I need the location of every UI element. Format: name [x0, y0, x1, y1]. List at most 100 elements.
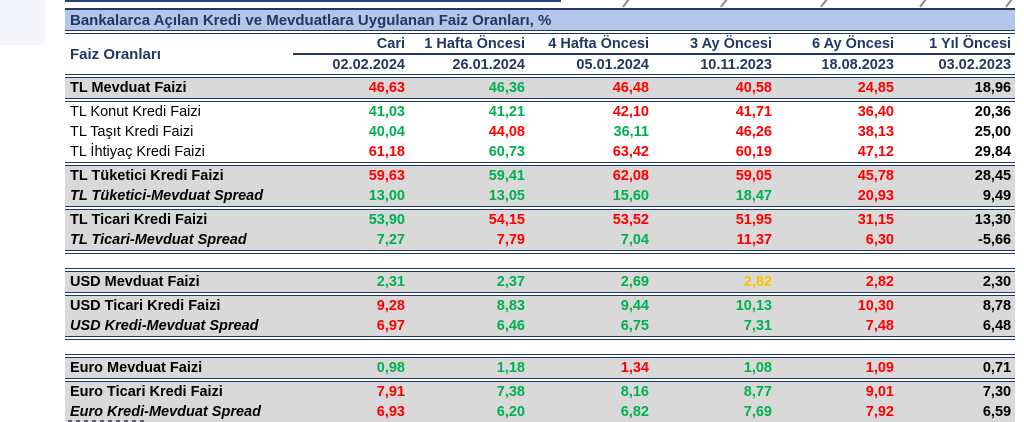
row-label: TL Ticari Kredi Faizi	[65, 208, 293, 230]
column-date-6-ay: 18.08.2023	[776, 54, 898, 78]
column-header-cari: Cari	[293, 32, 409, 55]
row-label: TL Tüketici-Mevduat Spread	[65, 186, 293, 210]
rate-cell: 20,93	[776, 186, 898, 210]
rate-cell: 8,78	[898, 294, 1016, 316]
rate-cell: 7,69	[653, 402, 776, 422]
rate-cell: 36,11	[529, 122, 653, 142]
cropped-tick-icon	[919, 0, 927, 8]
column-date-1-yil: 03.02.2023	[898, 54, 1016, 78]
rate-cell: 7,91	[293, 380, 409, 402]
rate-cell: 2,31	[293, 268, 409, 296]
cropped-tick-icon	[820, 0, 828, 8]
rate-cell: 60,19	[653, 142, 776, 166]
rate-cell: 42,10	[529, 100, 653, 122]
rate-cell: 18,96	[898, 76, 1016, 102]
rate-cell: 2,69	[529, 268, 653, 296]
table-row: TL Tüketici Kredi Faizi 59,63 59,41 62,08 59…	[65, 164, 1016, 186]
rate-cell: 0,71	[898, 354, 1016, 382]
table-row: TL Ticari Kredi Faizi 53,90 54,15 53,52 51,9…	[65, 208, 1016, 230]
table-row: TL Ticari-Mevduat Spread 7,27 7,79 7,04 11,3…	[65, 230, 1016, 254]
rate-cell: 1,34	[529, 354, 653, 382]
rate-cell: 41,71	[653, 100, 776, 122]
rate-cell: 6,30	[776, 230, 898, 254]
date-header-row: 02.02.2024 26.01.2024 05.01.2024 10.11.2…	[65, 54, 1016, 78]
rate-cell: 7,30	[898, 380, 1016, 402]
rate-cell: 29,84	[898, 142, 1016, 166]
rate-cell: 61,18	[293, 142, 409, 166]
cropped-tick-icon	[622, 0, 630, 8]
rate-cell: 24,85	[776, 76, 898, 102]
rate-cell: 10,13	[653, 294, 776, 316]
column-header-faiz-oranlari: Faiz Oranları	[65, 32, 293, 78]
rate-cell: 40,04	[293, 122, 409, 142]
table-row: USD Ticari Kredi Faizi 9,28 8,83 9,44 10,13 1…	[65, 294, 1016, 316]
rate-cell: 45,78	[776, 164, 898, 186]
rate-cell: 63,42	[529, 142, 653, 166]
table-row: TL Taşıt Kredi Faizi 40,04 44,08 36,11 46,26…	[65, 122, 1016, 142]
column-date-3-ay: 10.11.2023	[653, 54, 776, 78]
row-label: Euro Kredi-Mevduat Spread	[65, 402, 293, 422]
column-date-4-hafta: 05.01.2024	[529, 54, 653, 78]
rate-cell: 10,30	[776, 294, 898, 316]
table-row: TL Tüketici-Mevduat Spread 13,00 13,05 15,6…	[65, 186, 1016, 210]
rate-cell: 46,63	[293, 76, 409, 102]
rate-cell: 11,37	[653, 230, 776, 254]
table-row: Euro Ticari Kredi Faizi 7,91 7,38 8,16 8,77 9…	[65, 380, 1016, 402]
row-label: TL Ticari-Mevduat Spread	[65, 230, 293, 254]
rate-cell: 7,31	[653, 316, 776, 340]
rate-cell: 9,01	[776, 380, 898, 402]
rate-cell: 8,77	[653, 380, 776, 402]
rate-cell: 60,73	[409, 142, 529, 166]
rate-cell: 8,16	[529, 380, 653, 402]
rate-cell: 41,21	[409, 100, 529, 122]
rate-cell: 2,37	[409, 268, 529, 296]
rate-cell: 46,36	[409, 76, 529, 102]
table-title-row: Bankalarca Açılan Kredi ve Mevduatlara U…	[65, 8, 1016, 34]
rate-cell: 59,63	[293, 164, 409, 186]
rate-cell: 25,00	[898, 122, 1016, 142]
rate-cell: 47,12	[776, 142, 898, 166]
rate-cell: 9,44	[529, 294, 653, 316]
cropped-tick-icon	[1005, 0, 1013, 8]
row-label: Euro Ticari Kredi Faizi	[65, 380, 293, 402]
rate-cell: 18,47	[653, 186, 776, 210]
rate-cell: -5,66	[898, 230, 1016, 254]
rate-cell: 53,52	[529, 208, 653, 230]
spacer-row	[65, 252, 1016, 270]
rate-cell: 6,20	[409, 402, 529, 422]
rate-cell: 8,83	[409, 294, 529, 316]
rate-cell: 1,18	[409, 354, 529, 382]
rate-cell: 13,30	[898, 208, 1016, 230]
rate-cell: 6,59	[898, 402, 1016, 422]
rate-cell: 28,45	[898, 164, 1016, 186]
rate-cell: 7,48	[776, 316, 898, 340]
rate-cell: 6,97	[293, 316, 409, 340]
column-header-3-ay: 3 Ay Öncesi	[653, 32, 776, 55]
period-header-row: Faiz Oranları Cari 1 Hafta Öncesi 4 Haft…	[65, 32, 1016, 78]
rate-cell: 46,26	[653, 122, 776, 142]
rate-cell: 15,60	[529, 186, 653, 210]
table-row: USD Kredi-Mevduat Spread 6,97 6,46 6,75 7,31…	[65, 316, 1016, 340]
rate-cell: 13,00	[293, 186, 409, 210]
background-glow	[0, 0, 45, 45]
column-date-1-hafta: 26.01.2024	[409, 54, 529, 78]
rate-cell: 41,03	[293, 100, 409, 122]
rate-cell: 59,05	[653, 164, 776, 186]
spacer-cell	[65, 252, 1016, 270]
row-label: TL Mevduat Faizi	[65, 76, 293, 102]
row-label: TL Konut Kredi Faizi	[65, 100, 293, 122]
column-header-4-hafta: 4 Hafta Öncesi	[529, 32, 653, 55]
row-label: USD Mevduat Faizi	[65, 268, 293, 296]
rate-cell: 6,93	[293, 402, 409, 422]
table-row: TL İhtiyaç Kredi Faizi 61,18 60,73 63,42 60,…	[65, 142, 1016, 166]
rate-cell: 0,98	[293, 354, 409, 382]
rate-cell: 2,82	[776, 268, 898, 296]
column-header-6-ay: 6 Ay Öncesi	[776, 32, 898, 55]
rate-cell: 7,04	[529, 230, 653, 254]
rate-cell: 53,90	[293, 208, 409, 230]
column-date-cari: 02.02.2024	[293, 54, 409, 78]
rate-cell: 40,58	[653, 76, 776, 102]
rate-cell: 9,28	[293, 294, 409, 316]
row-label: TL Taşıt Kredi Faizi	[65, 122, 293, 142]
column-header-1-yil: 1 Yıl Öncesi	[898, 32, 1016, 55]
